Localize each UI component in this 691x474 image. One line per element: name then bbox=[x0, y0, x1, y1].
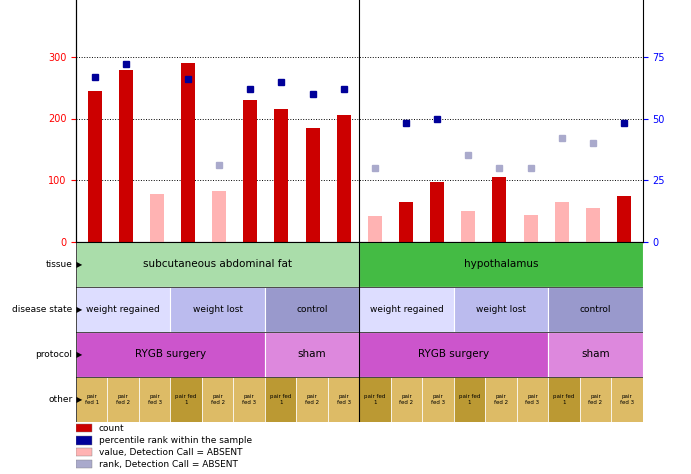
Text: pair fed
1: pair fed 1 bbox=[459, 394, 480, 405]
Bar bbox=[76, 242, 359, 287]
Bar bbox=[359, 287, 454, 332]
Text: tissue: tissue bbox=[46, 260, 73, 269]
Text: RYGB surgery: RYGB surgery bbox=[418, 349, 489, 359]
Bar bbox=[76, 287, 171, 332]
Bar bbox=[76, 436, 92, 445]
Text: pair
fed 2: pair fed 2 bbox=[211, 394, 225, 405]
Bar bbox=[548, 332, 643, 377]
Bar bbox=[430, 182, 444, 242]
Bar bbox=[243, 100, 257, 242]
Bar bbox=[305, 128, 320, 242]
Bar bbox=[493, 177, 507, 242]
Bar bbox=[611, 377, 643, 422]
Text: protocol: protocol bbox=[35, 350, 73, 359]
Bar bbox=[88, 91, 102, 242]
Bar bbox=[454, 287, 548, 332]
Text: ▶: ▶ bbox=[74, 305, 82, 314]
Text: pair fed
1: pair fed 1 bbox=[553, 394, 575, 405]
Bar bbox=[548, 377, 580, 422]
Text: control: control bbox=[580, 305, 611, 314]
Text: pair
fed 2: pair fed 2 bbox=[399, 394, 414, 405]
Bar bbox=[265, 332, 359, 377]
Text: pair
fed 3: pair fed 3 bbox=[620, 394, 634, 405]
Text: hypothalamus: hypothalamus bbox=[464, 259, 538, 269]
Bar bbox=[617, 196, 631, 242]
Bar bbox=[391, 377, 422, 422]
Text: pair
fed 1: pair fed 1 bbox=[85, 394, 99, 405]
Bar bbox=[555, 202, 569, 242]
Text: pair
fed 2: pair fed 2 bbox=[588, 394, 603, 405]
Bar bbox=[454, 377, 485, 422]
Bar bbox=[328, 377, 359, 422]
Bar bbox=[265, 287, 359, 332]
Bar bbox=[234, 377, 265, 422]
Text: RYGB surgery: RYGB surgery bbox=[135, 349, 206, 359]
Bar bbox=[171, 377, 202, 422]
Text: pair
fed 3: pair fed 3 bbox=[431, 394, 445, 405]
Bar bbox=[337, 116, 351, 242]
Text: sham: sham bbox=[298, 349, 326, 359]
Text: pair fed
1: pair fed 1 bbox=[176, 394, 197, 405]
Bar bbox=[76, 377, 108, 422]
Bar bbox=[150, 194, 164, 242]
Bar bbox=[524, 215, 538, 242]
Bar bbox=[359, 332, 548, 377]
Text: pair
fed 3: pair fed 3 bbox=[148, 394, 162, 405]
Text: percentile rank within the sample: percentile rank within the sample bbox=[99, 436, 252, 445]
Text: sham: sham bbox=[581, 349, 609, 359]
Text: ▶: ▶ bbox=[74, 260, 82, 269]
Text: weight lost: weight lost bbox=[193, 305, 243, 314]
Bar bbox=[399, 202, 413, 242]
Bar bbox=[359, 242, 643, 287]
Bar bbox=[548, 287, 643, 332]
Bar bbox=[76, 332, 265, 377]
Text: ▶: ▶ bbox=[74, 350, 82, 359]
Text: pair
fed 2: pair fed 2 bbox=[116, 394, 131, 405]
Text: subcutaneous abdominal fat: subcutaneous abdominal fat bbox=[143, 259, 292, 269]
Bar bbox=[76, 448, 92, 456]
Bar bbox=[212, 191, 226, 242]
Bar bbox=[517, 377, 548, 422]
Text: count: count bbox=[99, 424, 124, 432]
Text: rank, Detection Call = ABSENT: rank, Detection Call = ABSENT bbox=[99, 460, 238, 468]
Bar bbox=[108, 377, 139, 422]
Bar bbox=[181, 63, 195, 242]
Text: pair fed
1: pair fed 1 bbox=[270, 394, 292, 405]
Text: pair fed
1: pair fed 1 bbox=[364, 394, 386, 405]
Bar bbox=[119, 71, 133, 242]
Text: pair
fed 3: pair fed 3 bbox=[337, 394, 350, 405]
Text: pair
fed 3: pair fed 3 bbox=[242, 394, 256, 405]
Bar bbox=[485, 377, 517, 422]
Bar bbox=[586, 208, 600, 242]
Bar bbox=[580, 377, 611, 422]
Bar bbox=[202, 377, 234, 422]
Text: weight regained: weight regained bbox=[86, 305, 160, 314]
Bar bbox=[368, 216, 382, 242]
Bar bbox=[274, 109, 289, 242]
Text: other: other bbox=[48, 395, 73, 404]
Text: pair
fed 2: pair fed 2 bbox=[494, 394, 508, 405]
Bar bbox=[296, 377, 328, 422]
Bar bbox=[171, 287, 265, 332]
Text: pair
fed 3: pair fed 3 bbox=[525, 394, 540, 405]
Text: control: control bbox=[296, 305, 328, 314]
Text: value, Detection Call = ABSENT: value, Detection Call = ABSENT bbox=[99, 448, 242, 456]
Text: pair
fed 2: pair fed 2 bbox=[305, 394, 319, 405]
Text: weight regained: weight regained bbox=[370, 305, 444, 314]
Bar bbox=[265, 377, 296, 422]
Text: disease state: disease state bbox=[12, 305, 73, 314]
Bar bbox=[462, 211, 475, 242]
Bar bbox=[76, 460, 92, 468]
Bar bbox=[76, 424, 92, 432]
Bar bbox=[422, 377, 454, 422]
Text: ▶: ▶ bbox=[74, 395, 82, 404]
Text: weight lost: weight lost bbox=[476, 305, 526, 314]
Bar bbox=[359, 377, 391, 422]
Bar bbox=[139, 377, 171, 422]
